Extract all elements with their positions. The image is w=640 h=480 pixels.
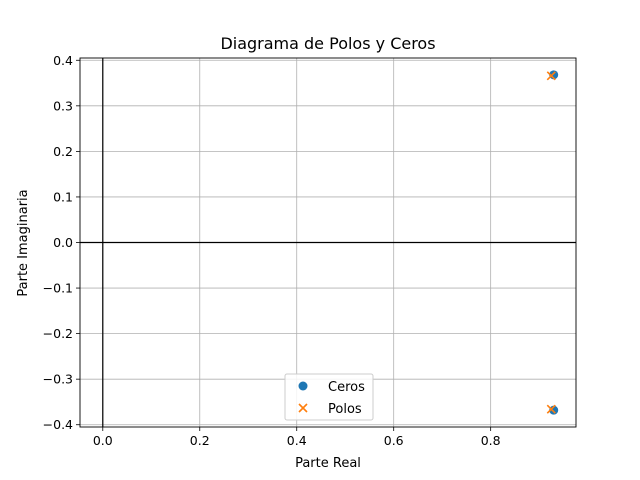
x-tick-label: 0.2 <box>190 433 210 448</box>
y-tick-label: 0.0 <box>53 235 73 250</box>
y-tick-label: 0.1 <box>53 189 73 204</box>
y-tick-label: 0.4 <box>53 53 73 68</box>
legend: Ceros Polos <box>284 373 374 421</box>
axis-ticks: 0.0 0.2 0.4 0.6 0.8 −0.4 −0.3 −0.2 −0.1 0.0 0.1 0.2… <box>43 53 501 448</box>
y-axis-label: Parte Imaginaria <box>16 189 31 296</box>
pole-point <box>546 404 556 414</box>
pole-point <box>546 71 556 81</box>
chart-title: Diagrama de Polos y Ceros <box>220 34 435 53</box>
x-tick-label: 0.0 <box>93 433 113 448</box>
legend-marker-polos <box>298 403 308 413</box>
legend-marker-ceros <box>298 381 308 391</box>
x-tick-label: 0.8 <box>481 433 501 448</box>
reference-lines <box>80 58 576 427</box>
y-tick-label: 0.3 <box>53 98 73 113</box>
y-tick-label: −0.3 <box>43 372 73 387</box>
y-tick-label: −0.2 <box>43 326 73 341</box>
zero-point <box>549 405 559 415</box>
zero-point <box>549 70 559 80</box>
x-tick-label: 0.6 <box>384 433 404 448</box>
legend-label: Polos <box>328 402 362 417</box>
x-axis-label: Parte Real <box>295 456 361 471</box>
y-tick-label: −0.1 <box>43 281 73 296</box>
y-tick-label: −0.4 <box>43 417 73 432</box>
legend-label: Ceros <box>328 380 365 395</box>
y-tick-label: 0.2 <box>53 144 73 159</box>
data-points <box>546 70 559 415</box>
x-tick-label: 0.4 <box>287 433 307 448</box>
